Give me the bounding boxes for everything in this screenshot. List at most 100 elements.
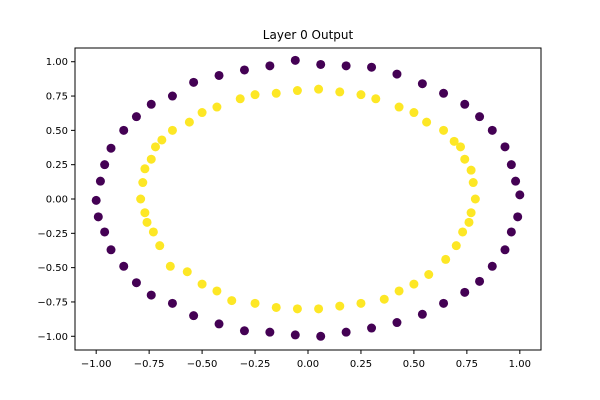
data-point-series-1-28: [466, 208, 476, 218]
data-point-series-1-47: [250, 298, 260, 308]
x-tick-label: −0.50: [187, 359, 218, 370]
data-point-series-0-41: [189, 311, 199, 321]
x-tick-label: 0.00: [297, 359, 319, 370]
data-point-series-0-28: [506, 227, 516, 237]
data-point-series-0-35: [131, 278, 141, 288]
data-point-series-0-37: [146, 290, 156, 300]
data-point-series-1-37: [165, 261, 175, 271]
data-point-series-0-20: [506, 160, 516, 170]
data-point-series-0-12: [460, 99, 470, 109]
data-point-series-1-16: [449, 136, 459, 146]
data-point-series-0-23: [95, 176, 105, 186]
data-point-series-1-6: [371, 94, 381, 104]
data-point-series-0-1: [290, 55, 300, 65]
data-point-series-1-19: [150, 142, 160, 152]
data-point-series-1-26: [470, 194, 480, 204]
data-point-series-1-23: [140, 164, 150, 174]
data-point-series-1-0: [314, 84, 324, 94]
data-point-series-0-7: [214, 70, 224, 80]
data-point-series-1-2: [335, 87, 345, 97]
data-point-series-1-45: [227, 296, 237, 306]
data-point-series-1-33: [148, 227, 158, 237]
data-point-series-1-43: [212, 286, 222, 296]
data-point-series-1-11: [197, 108, 207, 118]
data-point-series-0-40: [417, 309, 427, 319]
data-point-series-0-19: [106, 143, 116, 153]
data-point-series-1-4: [356, 90, 366, 100]
data-point-series-0-25: [91, 195, 101, 205]
data-point-series-1-38: [424, 270, 434, 279]
data-point-series-0-45: [239, 326, 249, 336]
data-point-series-1-1: [292, 86, 302, 96]
data-point-series-1-10: [409, 108, 419, 118]
y-tick-label: 1.00: [46, 57, 68, 68]
x-tick-label: −1.00: [81, 359, 112, 370]
data-point-series-1-20: [460, 154, 470, 164]
y-tick-label: −0.25: [37, 229, 68, 240]
data-point-series-0-34: [475, 276, 485, 286]
data-point-series-0-31: [106, 245, 116, 255]
data-point-series-0-21: [100, 160, 110, 170]
data-point-series-1-39: [182, 267, 192, 277]
y-tick-label: 0.75: [46, 92, 68, 103]
data-point-series-0-2: [341, 61, 351, 71]
data-point-series-0-48: [316, 331, 326, 341]
data-point-series-1-17: [157, 135, 167, 145]
data-point-series-1-22: [466, 165, 476, 175]
x-tick-label: 0.50: [403, 359, 425, 370]
data-point-series-1-21: [146, 154, 156, 164]
data-point-series-1-13: [184, 117, 194, 127]
x-tick-label: 0.75: [456, 359, 478, 370]
y-tick-label: −0.50: [37, 263, 68, 274]
x-tick-label: −0.25: [240, 359, 271, 370]
data-point-series-0-30: [500, 245, 510, 255]
data-point-series-1-5: [250, 90, 260, 100]
data-point-series-0-24: [515, 190, 525, 200]
data-point-series-1-49: [271, 302, 281, 312]
y-tick-label: 0.25: [46, 160, 68, 171]
ticks-layer: −1.00 −0.75 −0.50 −0.25 0.00 0.25 0.50 0.75 1.00…: [37, 57, 531, 370]
data-point-series-0-44: [367, 323, 377, 333]
data-point-series-1-50: [314, 304, 324, 314]
data-point-series-0-4: [367, 62, 377, 72]
data-point-series-1-42: [394, 286, 404, 296]
data-point-series-0-15: [131, 112, 141, 122]
x-tick-label: 1.00: [509, 359, 531, 370]
y-tick-label: 0.50: [46, 126, 68, 137]
y-tick-label: −1.00: [37, 332, 68, 343]
data-point-series-1-8: [394, 102, 404, 112]
data-point-series-0-6: [392, 69, 402, 79]
data-point-series-0-0: [316, 59, 326, 69]
data-point-series-0-26: [513, 212, 523, 222]
data-point-series-1-41: [197, 279, 207, 289]
data-point-series-0-39: [167, 298, 177, 308]
data-point-series-0-27: [93, 212, 103, 222]
data-point-series-1-24: [468, 178, 478, 188]
data-point-series-1-15: [167, 125, 177, 135]
data-point-series-0-11: [167, 91, 177, 101]
data-point-series-1-48: [335, 301, 345, 311]
data-point-series-1-36: [441, 254, 451, 264]
x-tick-label: −0.75: [134, 359, 165, 370]
data-point-series-0-3: [265, 61, 275, 71]
x-tick-label: 0.25: [350, 359, 372, 370]
data-point-series-1-51: [292, 304, 302, 314]
data-point-series-1-12: [422, 117, 432, 127]
data-point-series-1-18: [456, 142, 466, 152]
data-point-series-0-46: [341, 327, 351, 337]
data-point-series-1-44: [379, 294, 389, 304]
data-point-series-0-14: [475, 112, 485, 122]
data-point-series-0-13: [146, 99, 156, 109]
data-point-series-0-29: [100, 227, 110, 237]
data-point-series-1-34: [451, 241, 461, 251]
data-point-series-1-9: [212, 102, 222, 112]
data-point-series-1-7: [235, 94, 245, 104]
data-point-series-0-18: [500, 142, 510, 152]
data-point-series-0-8: [417, 79, 427, 89]
data-point-series-0-9: [189, 77, 199, 87]
data-point-series-0-16: [487, 125, 497, 135]
y-tick-label: −0.75: [37, 297, 68, 308]
data-point-series-1-14: [439, 125, 449, 135]
chart-title: Layer 0 Output: [263, 28, 354, 42]
data-point-series-0-22: [511, 176, 521, 186]
